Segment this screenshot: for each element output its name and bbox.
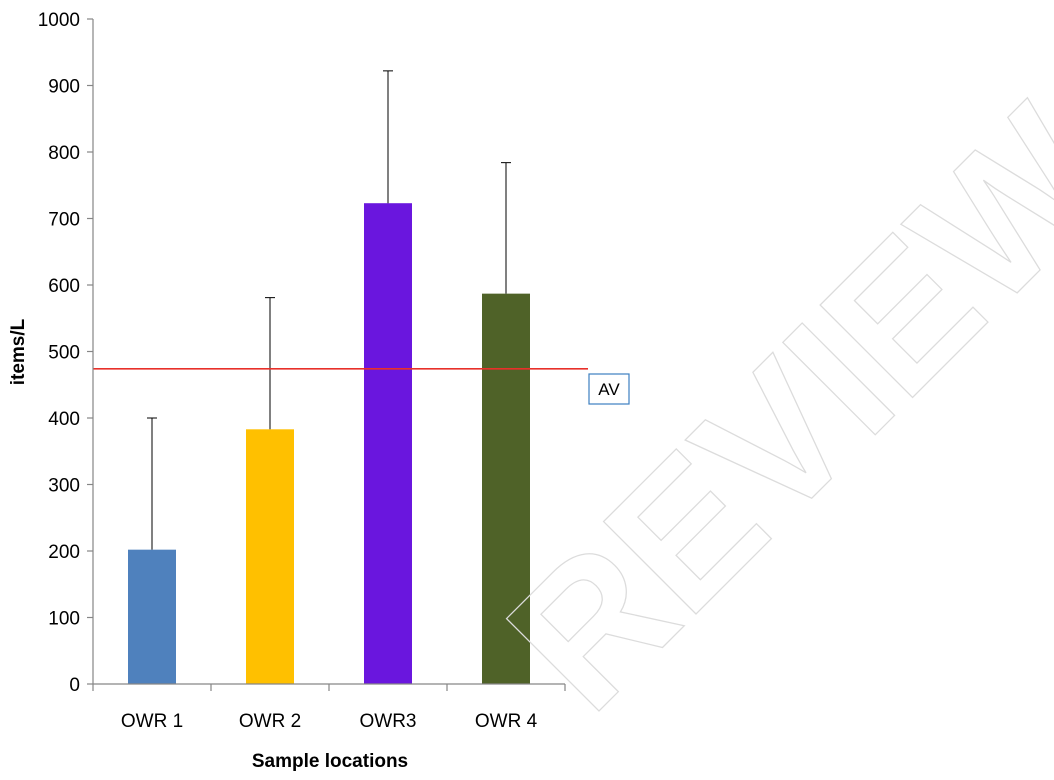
bar-4 <box>482 293 530 684</box>
y-tick-label: 1000 <box>38 10 80 31</box>
chart-marks: AV <box>93 70 630 684</box>
av-label: AV <box>598 380 620 399</box>
y-tick-label: 300 <box>48 476 80 497</box>
chart-axes: OWR 1 OWR 2 OWR3 OWR 4 0 100 200 300 400 500 600 70… <box>38 10 566 732</box>
y-tick-label: 0 <box>69 675 80 696</box>
x-axis-title: Sample locations <box>252 751 408 772</box>
y-tick-label: 100 <box>48 609 80 630</box>
y-tick-label: 800 <box>48 143 80 164</box>
bar-2 <box>246 429 294 684</box>
x-tick-label: OWR 2 <box>239 711 301 732</box>
y-tick-label: 900 <box>48 77 80 98</box>
bar-1 <box>128 549 176 684</box>
x-tick-label: OWR 4 <box>475 711 538 732</box>
y-tick-label: 400 <box>48 409 80 430</box>
y-tick-label: 200 <box>48 542 80 563</box>
y-tick-label: 500 <box>48 343 80 364</box>
y-tick-label: 600 <box>48 276 80 297</box>
x-tick-label: OWR3 <box>360 711 417 732</box>
y-tick-label: 700 <box>48 210 80 231</box>
y-axis-title: items/L <box>8 318 29 385</box>
bar-3 <box>364 203 412 684</box>
watermark: REVIEW <box>469 69 1054 749</box>
av-label-box <box>588 373 630 405</box>
x-tick-label: OWR 1 <box>121 711 183 732</box>
